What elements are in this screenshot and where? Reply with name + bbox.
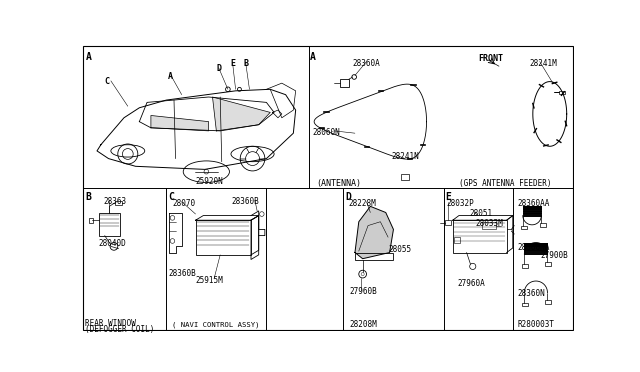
Bar <box>454 237 460 243</box>
Text: A: A <box>168 71 173 81</box>
Text: (GPS ANTENNA FEEDER): (GPS ANTENNA FEEDER) <box>459 179 552 188</box>
Bar <box>90 218 93 222</box>
Text: 28360B: 28360B <box>231 197 259 206</box>
Bar <box>545 262 551 266</box>
Bar <box>196 220 251 255</box>
Text: R280003T: R280003T <box>517 320 554 329</box>
Text: D: D <box>216 64 221 73</box>
Text: 28360NA: 28360NA <box>517 243 550 252</box>
Text: 28228M: 28228M <box>349 199 376 208</box>
Text: 27960A: 27960A <box>458 279 485 289</box>
Bar <box>445 220 451 225</box>
Text: 28032P: 28032P <box>447 199 474 208</box>
Bar <box>340 79 349 87</box>
Text: REAR WINDOW: REAR WINDOW <box>86 319 136 328</box>
Text: 27960B: 27960B <box>349 287 378 296</box>
Text: E: E <box>445 192 451 202</box>
Polygon shape <box>151 115 209 131</box>
Text: 28051: 28051 <box>470 209 493 218</box>
Bar <box>520 225 527 230</box>
Text: 28241N: 28241N <box>391 153 419 161</box>
Text: B: B <box>86 192 92 202</box>
Text: 25920N: 25920N <box>196 177 223 186</box>
Text: B: B <box>243 58 248 67</box>
Bar <box>540 223 546 227</box>
Text: 28040D: 28040D <box>99 239 126 248</box>
Text: 28055: 28055 <box>388 245 411 254</box>
Bar <box>522 264 528 268</box>
Bar <box>545 300 551 304</box>
Bar <box>452 220 507 253</box>
Bar <box>559 91 565 94</box>
Bar <box>401 174 409 180</box>
Polygon shape <box>355 206 394 259</box>
Text: FRONT: FRONT <box>478 54 503 63</box>
Text: 28360AA: 28360AA <box>517 199 550 208</box>
Text: E: E <box>230 58 236 67</box>
Text: 28360N: 28360N <box>517 289 545 298</box>
Bar <box>522 302 528 307</box>
Text: 28060N: 28060N <box>312 128 340 137</box>
Text: A: A <box>310 52 316 62</box>
Text: 28360A: 28360A <box>353 58 380 67</box>
Bar <box>355 253 394 260</box>
Bar <box>482 222 496 230</box>
Text: 25915M: 25915M <box>196 276 223 285</box>
Text: ( NAVI CONTROL ASSY): ( NAVI CONTROL ASSY) <box>172 322 260 328</box>
Bar <box>115 201 122 205</box>
Bar <box>99 212 120 235</box>
Text: 28208M: 28208M <box>349 320 378 329</box>
Text: D: D <box>345 192 351 202</box>
Polygon shape <box>212 97 270 131</box>
Text: (ANTENNA): (ANTENNA) <box>316 179 362 188</box>
Text: 28360B: 28360B <box>168 269 196 279</box>
Text: (DEFOGGER COIL): (DEFOGGER COIL) <box>86 325 155 334</box>
Text: 28241M: 28241M <box>529 58 557 67</box>
Text: 28070: 28070 <box>172 199 196 208</box>
Text: 27900B: 27900B <box>541 251 568 260</box>
Text: C: C <box>168 192 175 202</box>
Text: 28363: 28363 <box>103 197 126 206</box>
Text: 28033M: 28033M <box>476 219 504 228</box>
Text: C: C <box>105 77 109 86</box>
Text: A: A <box>86 52 92 62</box>
